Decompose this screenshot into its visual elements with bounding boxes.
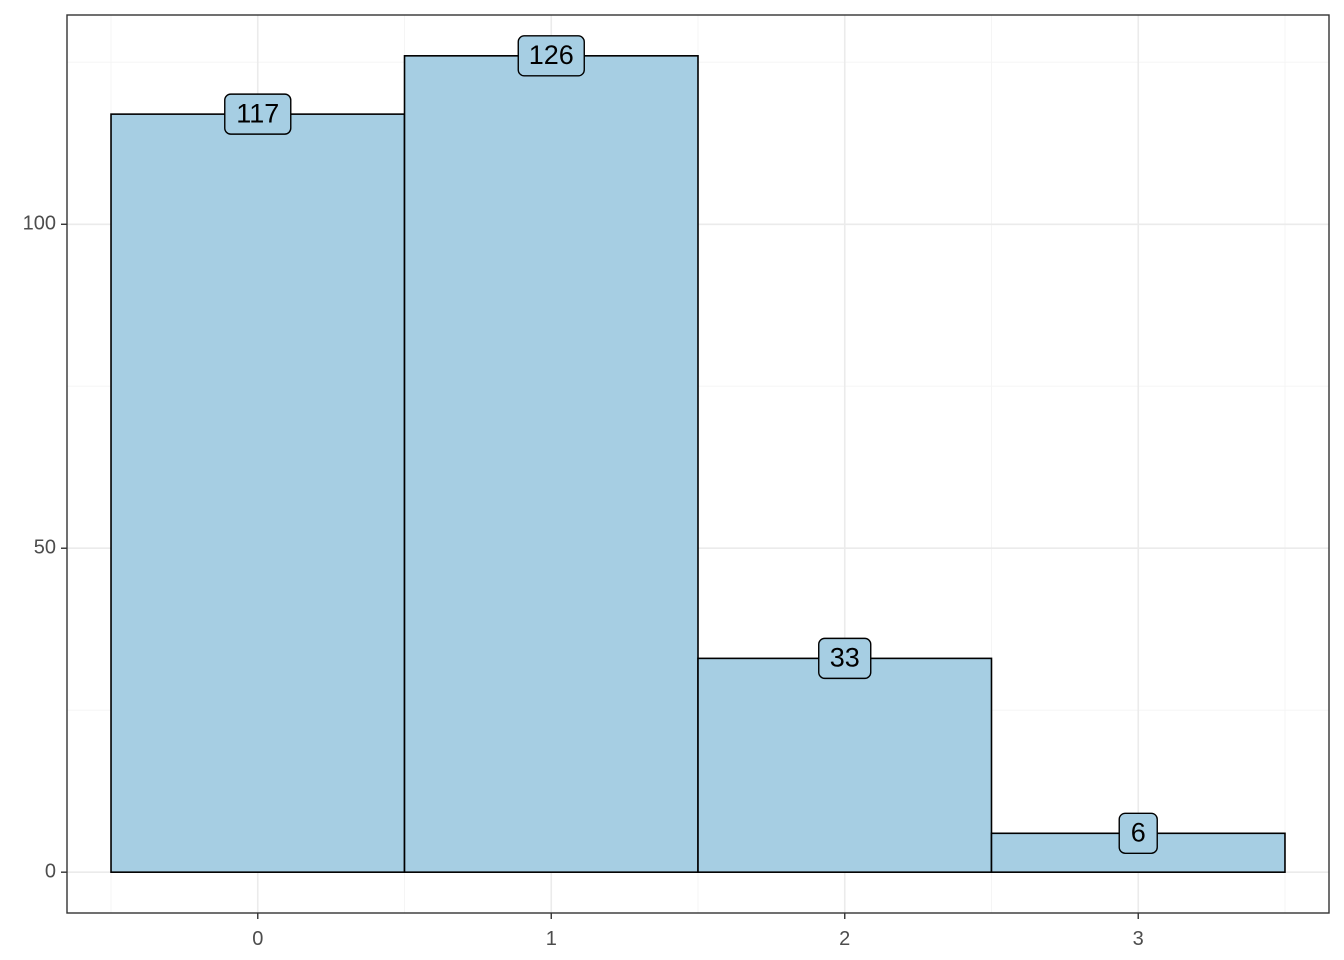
bar-0	[110, 113, 406, 873]
x-tick-label: 0	[252, 928, 263, 950]
x-tick-label: 1	[546, 928, 557, 950]
y-tick-label: 100	[23, 213, 56, 235]
bars-layer	[110, 55, 1286, 873]
data-label-box	[224, 93, 292, 135]
data-label-3: 6	[1118, 812, 1158, 855]
data-label-box	[818, 637, 872, 680]
data-label-box	[1118, 812, 1158, 855]
data-label-box	[517, 35, 585, 77]
axis-layer: 0 50 100 0 1 2 3	[23, 213, 1144, 950]
data-label-2: 33	[818, 637, 872, 680]
panel-border	[66, 14, 1330, 914]
data-label-text: 33	[830, 642, 860, 672]
x-tick-label: 3	[1133, 928, 1144, 950]
y-tick-label: 0	[45, 860, 56, 882]
bar-2	[697, 657, 993, 873]
x-tick-label: 2	[839, 928, 850, 950]
data-label-0: 117	[224, 93, 292, 135]
y-tick-label: 50	[34, 537, 56, 559]
data-label-text: 126	[529, 40, 574, 70]
data-label-text: 6	[1131, 817, 1146, 847]
data-label-1: 126	[517, 35, 585, 77]
data-label-text: 117	[236, 98, 279, 128]
data-labels-layer: 117 126 33 6	[224, 35, 1158, 855]
bar-1	[403, 55, 699, 873]
